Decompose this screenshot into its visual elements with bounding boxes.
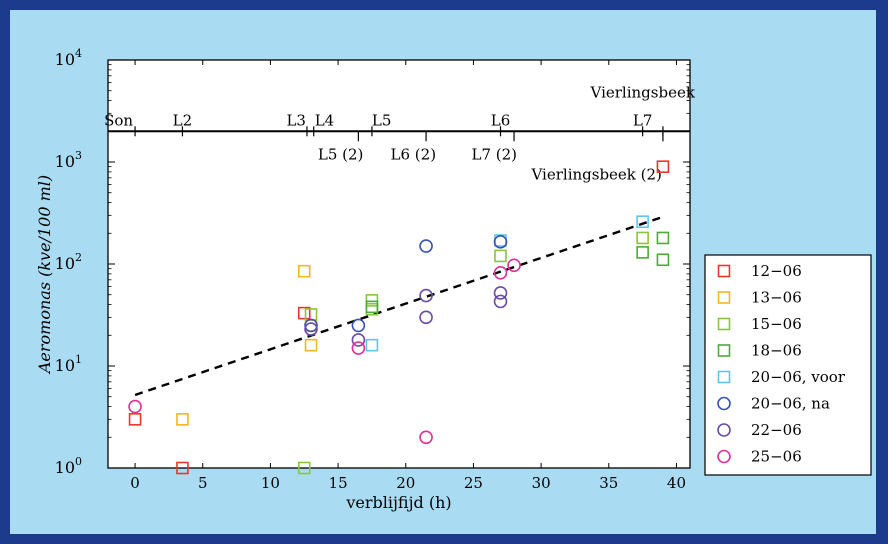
legend-marker-circle xyxy=(717,396,731,411)
legend-label: 22−06 xyxy=(751,421,802,439)
legend-marker-square xyxy=(717,264,731,278)
data-point-square xyxy=(636,246,649,259)
data-point-square xyxy=(297,306,311,320)
x-tick-label: 30 xyxy=(532,474,551,492)
location-label: L7 xyxy=(633,111,653,129)
x-tick-label: 10 xyxy=(261,474,280,492)
plot-frame xyxy=(107,59,691,469)
y-tick-label: 101 xyxy=(55,353,82,375)
y-tick-base: 10 xyxy=(55,152,75,171)
data-point-circle xyxy=(128,399,142,414)
x-tick-label: 35 xyxy=(599,474,618,492)
legend-label: 15−06 xyxy=(751,315,802,333)
data-point-circle xyxy=(351,341,366,355)
data-point-circle xyxy=(419,239,433,253)
legend-label: 12−06 xyxy=(751,262,802,280)
location-label: L3 xyxy=(286,111,306,129)
y-tick-exponent: 0 xyxy=(75,455,82,468)
x-tick-label: 20 xyxy=(396,474,415,492)
data-point-square xyxy=(297,264,311,278)
location-label: L4 xyxy=(315,111,335,129)
y-tick-label: 102 xyxy=(55,251,82,273)
legend-label: 20−06, na xyxy=(751,395,830,413)
data-point-square xyxy=(365,294,379,307)
legend-marker-square xyxy=(717,317,731,331)
x-axis-label: verblijfijd (h) xyxy=(345,493,451,512)
trendline xyxy=(134,215,664,397)
data-point-square xyxy=(636,215,649,228)
legend-marker-circle xyxy=(717,423,731,437)
y-tick-base: 10 xyxy=(55,50,75,69)
x-tick-label: 15 xyxy=(329,474,348,492)
data-point-circle xyxy=(493,294,508,309)
y-tick-label: 100 xyxy=(55,455,82,477)
y-axis-label: Aeromonas (kve/100 ml) xyxy=(35,175,54,375)
data-point-square xyxy=(656,253,670,267)
data-point-circle xyxy=(351,333,366,347)
data-point-square xyxy=(176,461,189,475)
location-label: Son xyxy=(104,111,133,129)
x-tick-label: 0 xyxy=(130,474,140,492)
data-point-circle xyxy=(351,318,366,333)
legend-box xyxy=(704,254,872,476)
legend-marker-square xyxy=(717,344,731,357)
location-label: L5 xyxy=(372,111,392,129)
y-tick-exponent: 2 xyxy=(75,251,82,264)
y-tick-label: 104 xyxy=(55,47,82,69)
data-point-square xyxy=(636,231,649,245)
data-point-square xyxy=(365,338,379,352)
data-point-circle xyxy=(304,318,318,333)
y-tick-exponent: 3 xyxy=(75,149,82,162)
location-label: L2 xyxy=(173,111,193,129)
location-label-below: L7 (2) xyxy=(472,145,518,163)
data-point-square xyxy=(304,338,318,352)
y-tick-exponent: 1 xyxy=(75,353,82,366)
data-point-square xyxy=(494,249,507,263)
location-label: L6 xyxy=(491,111,511,129)
data-point-circle xyxy=(419,288,433,303)
data-point-circle xyxy=(493,235,508,249)
data-point-square xyxy=(297,461,311,475)
legend-label: 25−06 xyxy=(751,448,802,466)
legend-marker-square xyxy=(717,291,731,304)
legend-label: 18−06 xyxy=(751,342,802,360)
x-tick-label: 5 xyxy=(198,474,208,492)
data-point-circle xyxy=(419,310,433,325)
x-tick-label: 25 xyxy=(464,474,483,492)
data-point-square xyxy=(128,413,142,426)
data-point-square xyxy=(656,160,670,173)
data-point-circle xyxy=(304,322,318,336)
data-point-square xyxy=(365,300,379,314)
location-label: Vierlingsbeek xyxy=(590,83,696,101)
data-point-circle xyxy=(419,430,433,445)
y-tick-base: 10 xyxy=(55,458,75,477)
location-label-below: Vierlingsbeek (2) xyxy=(530,165,661,183)
x-tick-label: 40 xyxy=(667,474,686,492)
legend-label: 20−06, voor xyxy=(751,368,846,386)
legend-marker-square xyxy=(717,370,731,384)
data-point-circle xyxy=(507,258,521,273)
y-tick-label: 103 xyxy=(55,149,82,171)
plot-background xyxy=(108,60,690,468)
legend-label: 13−06 xyxy=(751,289,802,307)
data-point-circle xyxy=(493,265,508,280)
data-point-square xyxy=(656,231,670,245)
location-label-below: L6 (2) xyxy=(391,145,437,163)
data-point-circle xyxy=(493,286,508,300)
y-tick-base: 10 xyxy=(55,254,75,273)
data-point-square xyxy=(176,413,189,426)
legend-marker-circle xyxy=(717,449,731,464)
legend: 12−06 13−06 15−06 18−06 20−06, voor 20−06, na… xyxy=(704,254,872,476)
location-label-below: L5 (2) xyxy=(318,145,364,163)
y-tick-base: 10 xyxy=(55,356,75,375)
y-tick-exponent: 4 xyxy=(75,47,82,60)
